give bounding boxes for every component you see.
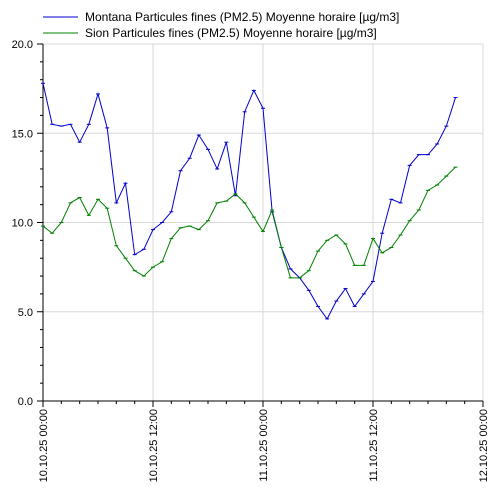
legend: Montana Particules fines (PM2.5) Moyenne… [43,10,399,40]
legend-label-montana: Montana Particules fines (PM2.5) Moyenne… [85,10,399,24]
x-tick-label: 11.10.25 12:00 [368,409,380,482]
x-tick-label: 10.10.25 12:00 [148,409,160,482]
axes: 10.10.25 00:00 10.10.25 12:00 11.10.25 00:… [12,39,490,482]
series-line-sion [42,166,456,279]
series [41,82,458,320]
series-line-montana [42,83,456,320]
y-tick-label: 5.0 [18,307,33,319]
x-tick-label: 10.10.25 00:00 [38,409,50,482]
y-tick-label: 10.0 [12,218,33,230]
y-tick-label: 0.0 [18,396,33,408]
x-tick-label: 11.10.25 00:00 [258,409,270,482]
x-tick-label: 12.10.25 00:00 [478,409,490,482]
y-tick-label: 20.0 [12,39,33,51]
y-tick-label: 15.0 [12,128,33,140]
legend-label-sion: Sion Particules fines (PM2.5) Moyenne ho… [85,26,377,40]
